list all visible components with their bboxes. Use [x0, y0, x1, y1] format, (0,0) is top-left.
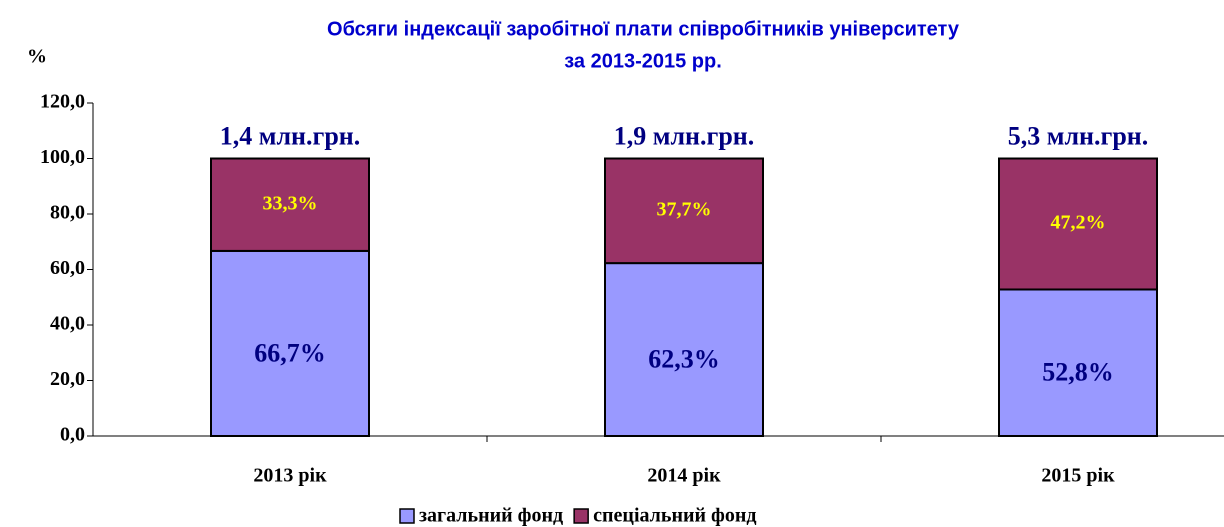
legend-swatch: [399, 508, 415, 524]
y-tick-label: 0,0: [60, 424, 85, 446]
chart-title: за 2013-2015 рр.: [564, 50, 722, 72]
annotation: 1,9 млн.грн.: [614, 121, 755, 150]
chart-title: Обсяги індексації заробітної плати співр…: [327, 18, 960, 40]
data-label: 47,2%: [1051, 212, 1106, 234]
data-label: 52,8%: [1042, 358, 1114, 387]
data-label: 37,7%: [657, 198, 712, 220]
data-label: 33,3%: [263, 192, 318, 214]
y-tick-label: 120,0: [40, 91, 85, 113]
data-label: 66,7%: [254, 338, 326, 367]
bar-segment: [604, 262, 764, 437]
bar-segment: [998, 157, 1158, 291]
bar-segment: [998, 288, 1158, 438]
x-tick-label: 2013 рік: [253, 465, 327, 487]
data-label: 62,3%: [648, 345, 720, 374]
legend-label: спеціальний фонд: [593, 505, 756, 527]
y-tick-label: 20,0: [50, 368, 85, 390]
bar-segment: [210, 249, 370, 437]
annotation: 1,4 млн.грн.: [220, 121, 361, 150]
bar-segment: [604, 157, 764, 265]
y-tick-label: 80,0: [50, 202, 85, 224]
bar-segment: [210, 157, 370, 252]
x-tick-label: 2014 рік: [647, 465, 721, 487]
y-axis-label: %: [27, 46, 47, 68]
y-tick-label: 100,0: [40, 146, 85, 168]
legend-swatch: [573, 508, 589, 524]
y-tick-label: 40,0: [50, 313, 85, 335]
x-tick-label: 2015 рік: [1041, 465, 1115, 487]
annotation: 5,3 млн.грн.: [1008, 121, 1149, 150]
legend-label: загальний фонд: [419, 505, 563, 527]
y-tick-label: 60,0: [50, 257, 85, 279]
